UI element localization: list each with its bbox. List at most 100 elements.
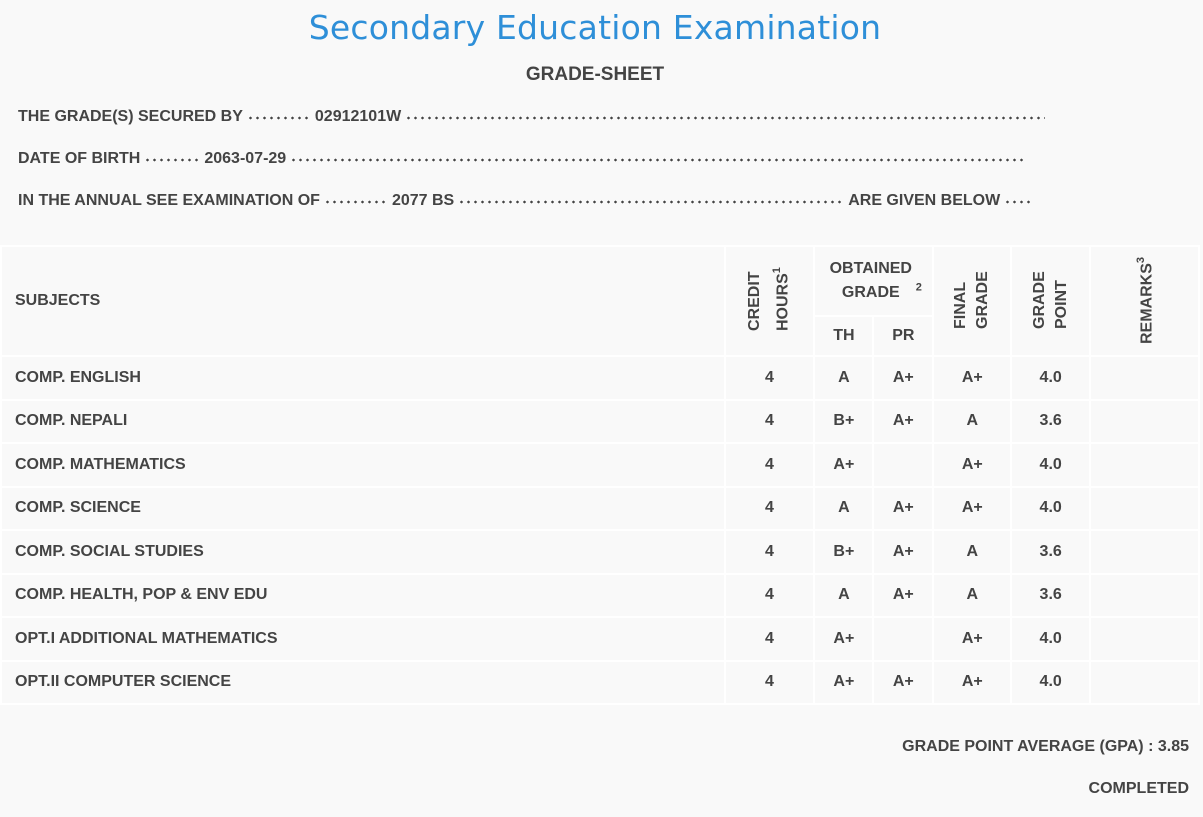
row: COMP. HEALTH, POP & ENV EDU 4 A A+ A 3.6 [0, 572, 1200, 618]
subject: OPT.II COMPUTER SCIENCE [0, 659, 726, 705]
credit-hours: 4 [723, 398, 816, 444]
grade-pr: A+ [872, 355, 935, 401]
credit-hours: 4 [723, 485, 816, 531]
header-obtained: OBTAINED GRADE 2 [813, 245, 935, 317]
grade-th: A [813, 485, 875, 531]
status: COMPLETED [1088, 780, 1189, 797]
grade-th: A [813, 572, 875, 618]
info-line: DATE OF BIRTH 2063-07-29 [18, 150, 1029, 172]
info-value: 2077 BS [391, 192, 455, 209]
row: COMP. NEPALI 4 B+ A+ A 3.6 [0, 398, 1200, 444]
subject: COMP. SCIENCE [0, 485, 726, 531]
grade-pr: A+ [872, 659, 935, 705]
credit-hours: 4 [723, 659, 816, 705]
grade-th: A+ [813, 659, 875, 705]
grade-pr [872, 442, 935, 488]
title: Secondary Education Examination [308, 8, 882, 47]
credit-hours: 4 [723, 442, 816, 488]
grade-th: B+ [813, 529, 875, 575]
grade-point: 3.6 [1010, 398, 1092, 444]
header-gp: GRADE POINT [1010, 245, 1092, 357]
final-grade: A+ [932, 485, 1013, 531]
gpa-value: 3.85 [1157, 738, 1189, 755]
dots [290, 157, 1026, 163]
grade-table: SUBJECTS CREDIT HOURS1 OBTAINED GRADE 2 F… [0, 245, 1200, 705]
remarks [1089, 572, 1200, 618]
grade-th: B+ [813, 398, 875, 444]
grade-th: A+ [813, 442, 875, 488]
footnote: 3 [1135, 256, 1148, 263]
header-credit: CREDIT HOURS1 [723, 245, 816, 357]
dots [405, 115, 1046, 121]
rows: COMP. ENGLISH 4 A A+ A+ 4.0 COMP. NEPALI 4 B+ A+ A… [0, 355, 1200, 705]
credit-hours: 4 [723, 355, 816, 401]
header-text: REMARKS [1138, 262, 1156, 344]
gpa-label: GRADE POINT AVERAGE (GPA) : [902, 738, 1154, 755]
credit-hours: 4 [723, 616, 816, 662]
remarks [1089, 659, 1200, 705]
header-pr: PR [872, 315, 935, 357]
row: OPT.I ADDITIONAL MATHEMATICS 4 A+ A+ 4.0 [0, 616, 1200, 662]
subject: OPT.I ADDITIONAL MATHEMATICS [0, 616, 726, 662]
dots [458, 199, 845, 205]
credit-hours: 4 [723, 572, 816, 618]
final-grade: A [932, 529, 1013, 575]
final-grade: A+ [932, 616, 1013, 662]
grade-point: 4.0 [1010, 616, 1092, 662]
info-value: 2063-07-29 [204, 150, 287, 167]
header-text: CREDIT HOURS [746, 270, 792, 331]
header-text: FINAL GRADE [952, 270, 992, 329]
remarks [1089, 355, 1200, 401]
grade-point: 4.0 [1010, 442, 1092, 488]
subject: COMP. SOCIAL STUDIES [0, 529, 726, 575]
info-line: IN THE ANNUAL SEE EXAMINATION OF 2077 BS… [18, 192, 1036, 214]
dots [246, 115, 311, 121]
credit-hours: 4 [723, 529, 816, 575]
footnote: 2 [915, 281, 922, 294]
grade-point: 3.6 [1010, 572, 1092, 618]
final-grade: A [932, 572, 1013, 618]
dots [1004, 199, 1033, 205]
final-grade: A+ [932, 442, 1013, 488]
row: OPT.II COMPUTER SCIENCE 4 A+ A+ A+ 4.0 [0, 659, 1200, 705]
grade-pr: A+ [872, 572, 935, 618]
gpa: GRADE POINT AVERAGE (GPA) : 3.85 [902, 738, 1189, 756]
grade-th: A+ [813, 616, 875, 662]
row: COMP. SCIENCE 4 A A+ A+ 4.0 [0, 485, 1200, 531]
grade-pr: A+ [872, 529, 935, 575]
info-suffix: ARE GIVEN BELOW [848, 192, 1001, 209]
grade-th: A [813, 355, 875, 401]
dots [323, 199, 388, 205]
remarks [1089, 616, 1200, 662]
subject: COMP. HEALTH, POP & ENV EDU [0, 572, 726, 618]
grade-point: 3.6 [1010, 529, 1092, 575]
subject: COMP. NEPALI [0, 398, 726, 444]
remarks [1089, 485, 1200, 531]
subject: COMP. ENGLISH [0, 355, 726, 401]
row: COMP. MATHEMATICS 4 A+ A+ 4.0 [0, 442, 1200, 488]
info-label: DATE OF BIRTH [18, 150, 141, 167]
remarks [1089, 398, 1200, 444]
header-final: FINAL GRADE [932, 245, 1013, 357]
header-subjects: SUBJECTS [0, 245, 726, 357]
grade-pr [872, 616, 935, 662]
footnote: 1 [771, 266, 784, 273]
row: COMP. ENGLISH 4 A A+ A+ 4.0 [0, 355, 1200, 401]
grade-point: 4.0 [1010, 355, 1092, 401]
dots [144, 157, 201, 163]
final-grade: A+ [932, 355, 1013, 401]
subtitle: GRADE-SHEET [525, 64, 665, 85]
remarks [1089, 529, 1200, 575]
subject: COMP. MATHEMATICS [0, 442, 726, 488]
grade-pr: A+ [872, 398, 935, 444]
header-text: OBTAINED GRADE [829, 260, 912, 301]
info-line: THE GRADE(S) SECURED BY 02912101W [18, 108, 1049, 130]
header-remarks: REMARKS3 [1089, 245, 1200, 357]
info-label: THE GRADE(S) SECURED BY [18, 108, 243, 125]
header-th: TH [813, 315, 875, 357]
row: COMP. SOCIAL STUDIES 4 B+ A+ A 3.6 [0, 529, 1200, 575]
header-text: GRADE POINT [1030, 270, 1070, 329]
remarks [1089, 442, 1200, 488]
grade-point: 4.0 [1010, 659, 1092, 705]
